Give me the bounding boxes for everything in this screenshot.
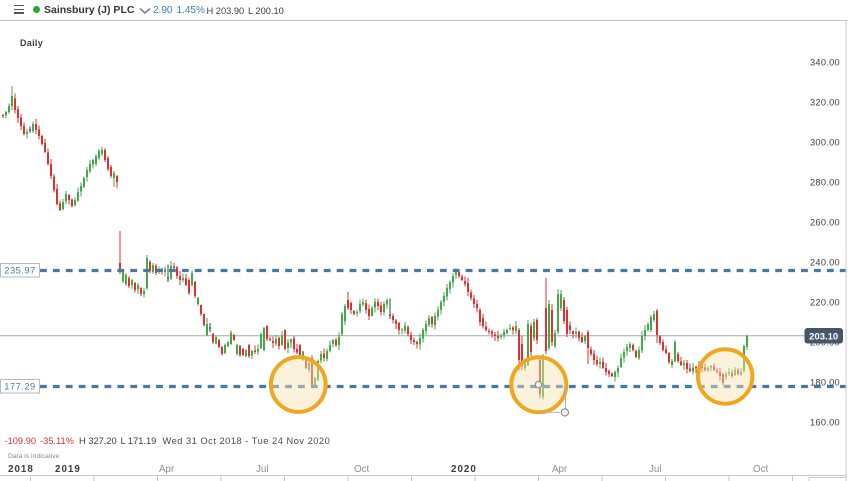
svg-text:H 327.20: H 327.20 — [79, 436, 117, 446]
svg-text:Apr: Apr — [159, 464, 175, 475]
svg-text:Jul: Jul — [256, 464, 269, 475]
svg-text:220.00: 220.00 — [810, 297, 840, 307]
svg-text:Jul: Jul — [649, 464, 662, 475]
svg-text:280.00: 280.00 — [810, 177, 840, 187]
svg-text:-109.90: -109.90 — [5, 436, 37, 446]
svg-text:300.00: 300.00 — [810, 137, 840, 147]
svg-text:2018: 2018 — [8, 464, 34, 475]
svg-text:-35.11%: -35.11% — [40, 436, 74, 446]
svg-text:Oct: Oct — [354, 464, 370, 475]
svg-text:240.00: 240.00 — [810, 257, 840, 267]
svg-text:Data is indicative: Data is indicative — [8, 453, 60, 460]
svg-text:160.00: 160.00 — [810, 417, 840, 427]
svg-text:320.00: 320.00 — [810, 97, 840, 107]
svg-text:203.10: 203.10 — [809, 332, 838, 343]
svg-text:Apr: Apr — [552, 464, 568, 475]
svg-text:180.00: 180.00 — [810, 377, 840, 387]
svg-text:177.29: 177.29 — [4, 382, 35, 392]
svg-text:235.97: 235.97 — [4, 266, 35, 276]
svg-text:2020: 2020 — [451, 464, 477, 475]
svg-text:Wed 31 Oct 2018 - Tue 24 Nov 2: Wed 31 Oct 2018 - Tue 24 Nov 2020 — [163, 436, 331, 446]
svg-text:2019: 2019 — [55, 464, 81, 475]
svg-text:L 171.19: L 171.19 — [121, 436, 157, 446]
svg-text:Oct: Oct — [753, 464, 769, 475]
svg-text:340.00: 340.00 — [810, 57, 840, 67]
svg-text:260.00: 260.00 — [810, 217, 840, 227]
